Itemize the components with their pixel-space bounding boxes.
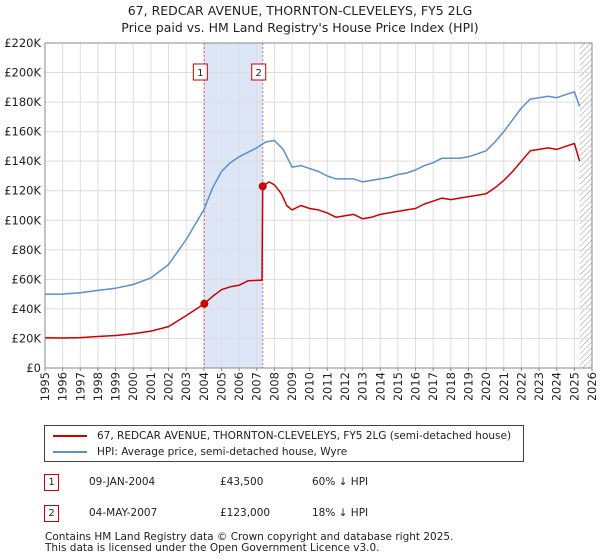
hpi-series-line xyxy=(45,91,581,295)
x-tick-label: 2026 xyxy=(585,372,599,400)
sale-badge-label: 1 xyxy=(197,68,203,79)
x-tick-label: 2007 xyxy=(250,372,264,400)
y-tick-label: £160K xyxy=(4,125,41,139)
transaction-hpi-delta: 18% ↓ HPI xyxy=(312,507,369,519)
y-tick-label: £220K xyxy=(4,36,41,50)
forecast-hatch-area xyxy=(579,43,592,368)
chart-subtitle: Price paid vs. HM Land Registry's House … xyxy=(121,20,479,35)
x-tick-label: 2018 xyxy=(444,372,458,400)
y-tick-label: £120K xyxy=(4,184,41,198)
x-tick-label: 1999 xyxy=(109,372,123,400)
sale-badge-label: 2 xyxy=(256,68,262,79)
sale-point xyxy=(258,182,267,191)
transaction-price: £43,500 xyxy=(220,476,264,488)
legend-item-property: 67, REDCAR AVENUE, THORNTON-CLEVELEYS, F… xyxy=(53,428,511,444)
sale-badge-box xyxy=(192,63,208,81)
legend-item-hpi: HPI: Average price, semi-detached house,… xyxy=(53,444,347,460)
y-tick-label: £140K xyxy=(4,154,41,168)
y-tick-label: £60K xyxy=(12,272,42,286)
x-tick-label: 2025 xyxy=(567,372,581,400)
x-tick-label: 2015 xyxy=(391,372,405,400)
transaction-badge: 1 xyxy=(44,474,59,491)
x-tick-label: 2008 xyxy=(267,372,281,400)
x-tick-label: 2009 xyxy=(285,372,299,400)
chart-title: 67, REDCAR AVENUE, THORNTON-CLEVELEYS, F… xyxy=(127,3,473,18)
transaction-price: £123,000 xyxy=(220,507,271,519)
footer-license: This data is licensed under the Open Gov… xyxy=(45,542,380,554)
y-tick-label: £80K xyxy=(12,243,42,257)
plot-frame xyxy=(44,42,593,369)
x-tick-label: 2023 xyxy=(532,372,546,400)
transaction-date: 09-JAN-2004 xyxy=(89,476,156,488)
legend-swatch-hpi xyxy=(53,451,87,453)
x-tick-label: 2003 xyxy=(179,372,193,400)
x-tick-label: 1997 xyxy=(73,372,87,400)
legend: 67, REDCAR AVENUE, THORNTON-CLEVELEYS, F… xyxy=(44,425,524,462)
x-tick-label: 2012 xyxy=(338,372,352,400)
sale-badge-box xyxy=(251,63,267,81)
y-tick-label: £0 xyxy=(26,361,41,375)
x-tick-label: 1995 xyxy=(38,372,52,400)
legend-label-hpi: HPI: Average price, semi-detached house,… xyxy=(97,446,348,458)
x-tick-label: 2010 xyxy=(303,372,317,400)
y-tick-label: £200K xyxy=(4,66,41,80)
y-tick-label: £180K xyxy=(4,95,41,109)
x-tick-label: 2016 xyxy=(409,372,423,400)
x-tick-label: 2004 xyxy=(197,372,211,400)
y-tick-label: £100K xyxy=(4,213,41,227)
legend-label-property: 67, REDCAR AVENUE, THORNTON-CLEVELEYS, F… xyxy=(97,430,512,442)
price-chart: 1 2 £0 £20K £40K £60K £80K £100K £120K £140K £160K… xyxy=(4,36,599,400)
y-tick-label: £20K xyxy=(12,331,42,345)
sale-point xyxy=(200,299,209,308)
y-tick-label: £40K xyxy=(12,302,42,316)
x-tick-label: 2022 xyxy=(514,372,528,400)
x-tick-label: 2020 xyxy=(479,372,493,400)
x-tick-label: 2006 xyxy=(232,372,246,400)
x-tick-label: 2002 xyxy=(162,372,176,400)
transaction-badge: 2 xyxy=(44,505,59,522)
x-tick-label: 2013 xyxy=(356,372,370,400)
transaction-hpi-delta: 60% ↓ HPI xyxy=(312,476,369,488)
x-tick-label: 2017 xyxy=(426,372,440,400)
shaded-ownership-period xyxy=(204,43,263,368)
x-tick-label: 2024 xyxy=(550,372,564,400)
x-tick-label: 1996 xyxy=(56,372,70,400)
transaction-date: 04-MAY-2007 xyxy=(89,507,158,519)
plot-area xyxy=(45,43,592,368)
x-tick-label: 2001 xyxy=(144,372,158,400)
footer-copyright: Contains HM Land Registry data © Crown c… xyxy=(45,531,454,543)
x-tick-label: 2005 xyxy=(214,372,228,400)
x-tick-label: 2000 xyxy=(126,372,140,400)
x-tick-label: 2021 xyxy=(497,372,511,400)
x-tick-label: 2014 xyxy=(373,372,387,400)
x-tick-label: 2011 xyxy=(320,372,334,400)
legend-swatch-property xyxy=(53,435,87,437)
x-tick-label: 1998 xyxy=(91,372,105,400)
x-tick-label: 2019 xyxy=(461,372,475,400)
